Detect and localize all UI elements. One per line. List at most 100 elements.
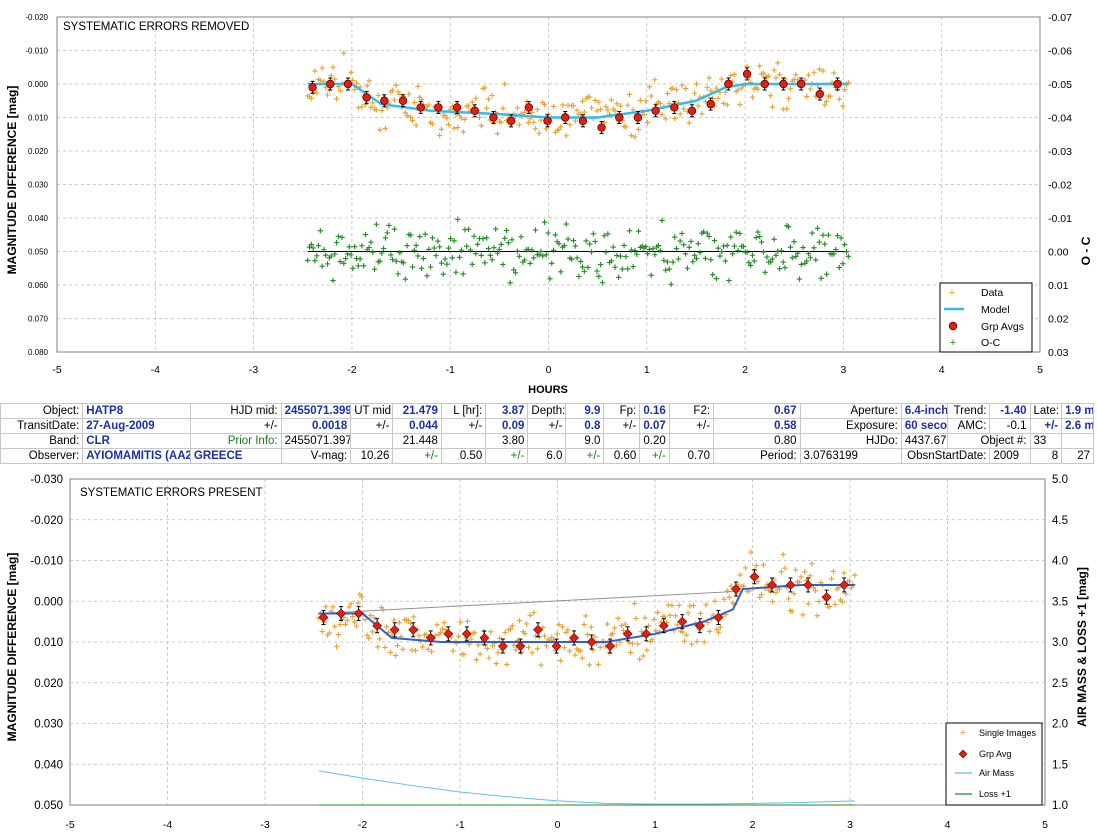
oc-point <box>312 258 318 264</box>
single-image-point <box>620 627 627 634</box>
oc-point <box>483 235 490 241</box>
oc-point <box>315 243 322 249</box>
vmag-label: V-mag: <box>280 448 352 464</box>
data-point <box>628 132 635 139</box>
data-point <box>333 96 340 102</box>
data-point <box>681 106 687 112</box>
single-image-point <box>651 616 657 623</box>
data-point <box>556 126 562 133</box>
data-point <box>823 98 830 105</box>
single-image-point <box>737 572 743 578</box>
single-image-point <box>509 623 516 629</box>
top-y2-tick-label: -0.07 <box>1048 12 1072 24</box>
data-point <box>722 89 729 95</box>
data-point <box>769 104 776 110</box>
top-y-tick-label: 0.000 <box>28 80 49 89</box>
single-image-point <box>782 565 788 571</box>
object-value: HATP8 <box>82 403 191 419</box>
single-image-point <box>611 625 618 631</box>
l-label: L [hr]: <box>440 403 487 419</box>
data-point <box>379 107 385 114</box>
oc-point <box>540 253 546 259</box>
single-image-point <box>567 648 573 654</box>
oc-point <box>420 255 427 262</box>
data-point <box>389 87 396 93</box>
grp-avg-point <box>318 612 329 623</box>
oc-point <box>809 230 815 236</box>
single-image-point <box>800 612 806 618</box>
oc-point <box>771 236 777 243</box>
single-image-point <box>586 662 593 668</box>
top-grid <box>57 17 1040 352</box>
data-point <box>793 72 799 78</box>
single-image-point <box>559 624 566 630</box>
single-image-point <box>346 604 352 610</box>
data-point <box>735 87 741 93</box>
single-image-point <box>572 652 578 658</box>
oc-point <box>608 258 615 264</box>
data-point <box>348 69 354 76</box>
oc-point <box>574 255 580 261</box>
data-point <box>541 101 548 107</box>
oc-point <box>512 270 519 276</box>
top-y2-tick-label: -0.02 <box>1048 180 1072 192</box>
ut-mid-value: 21.479 <box>392 403 442 419</box>
data-point <box>670 85 676 91</box>
oc-point <box>785 224 792 230</box>
prior-ut: 21.448 <box>392 433 442 449</box>
data-point <box>652 77 658 83</box>
oc-point <box>442 256 448 262</box>
single-image-point <box>332 623 338 629</box>
oc-point <box>798 261 805 268</box>
v4-value: 0.70 <box>668 448 715 464</box>
oc-point <box>386 222 392 229</box>
grp-avg-point <box>497 641 508 651</box>
oc-point <box>740 243 747 250</box>
top-y2-tick-label: 0.00 <box>1048 247 1069 259</box>
data-point <box>784 106 790 112</box>
single-image-point <box>631 600 637 607</box>
oc-point <box>379 250 385 256</box>
single-image-point <box>416 633 422 639</box>
top-legend: + Data Model Grp Avgs + O-C <box>939 282 1033 353</box>
oc-point <box>409 264 416 270</box>
bottom-x-tick-label: -5 <box>65 819 74 831</box>
data-point <box>827 93 833 99</box>
legend-single: Single Images <box>979 728 1037 738</box>
bottom-y2-ticks: 5.0 4.5 4.0 3.5 3.0 2.5 2.0 1.5 1.0 <box>1052 474 1068 812</box>
single-image-point <box>412 647 419 654</box>
single-image-point <box>523 621 530 627</box>
single-image-point <box>423 631 429 638</box>
data-point <box>646 84 653 90</box>
data-point <box>760 70 767 76</box>
data-point <box>373 107 380 113</box>
top-y-tick-label: 0.050 <box>28 248 49 257</box>
bottom-x-tick-label: -2 <box>358 819 367 831</box>
data-point <box>377 127 383 133</box>
oc-point <box>634 251 640 257</box>
oc-point <box>561 242 568 249</box>
hjd-mid-label: HJD mid: <box>189 403 282 419</box>
legend-oc-marker: + <box>950 337 956 349</box>
oc-point <box>778 248 785 254</box>
bottom-y2-tick-label: 3.5 <box>1052 596 1068 608</box>
oc-point <box>507 280 513 286</box>
single-image-point <box>540 624 546 631</box>
oc-point <box>592 238 598 245</box>
oc-point <box>355 263 361 269</box>
data-point <box>720 100 727 107</box>
oc-point <box>713 275 720 282</box>
data-point <box>375 92 381 99</box>
info-table: Object: HATP8 HJD mid: 2455071.3990 UT m… <box>0 403 1097 464</box>
top-x-ticks: -5 -4 -3 -2 -1 0 1 2 3 4 5 <box>52 364 1043 376</box>
data-point <box>794 76 801 83</box>
data-point <box>695 103 701 109</box>
grp-avg-point <box>506 116 516 126</box>
data-point <box>529 109 535 116</box>
single-image-point <box>344 617 351 623</box>
oc-point <box>449 255 456 261</box>
bottom-x-tick-label: -3 <box>260 819 269 831</box>
single-image-point <box>595 661 602 668</box>
oc-point <box>323 252 329 258</box>
single-image-point <box>592 634 598 640</box>
